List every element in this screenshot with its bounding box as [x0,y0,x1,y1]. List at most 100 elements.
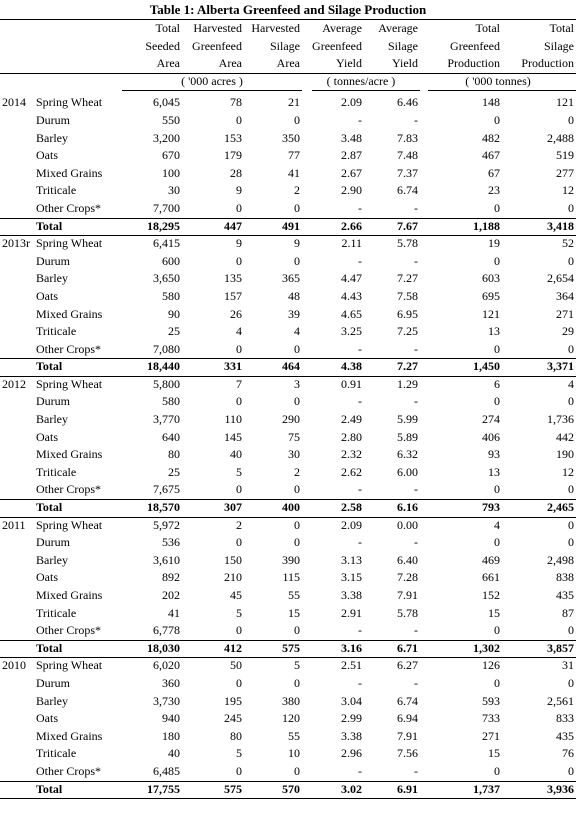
value-cell: 2.96 [341,746,362,761]
value-cell: 25 [168,464,180,479]
value-cell: 0 [494,112,500,127]
value-cell: 6.46 [397,95,418,110]
table-row: Barley 3,200 153 350 3.48 7.83 482 2,488 [0,130,576,148]
year-spacer [0,481,34,499]
value-cell: - [414,394,418,409]
value-cell: 3.04 [341,693,362,708]
table-row: Durum 600 0 0 - - 0 0 [0,253,576,271]
value-cell: 4.38 [341,359,362,374]
value-cell: 603 [482,271,500,286]
column-header: Harvested [251,21,300,35]
value-cell: 23 [488,183,500,198]
value-cell: 0 [236,394,242,409]
value-cell: 1.29 [397,376,418,391]
value-cell: 9 [236,236,242,251]
value-cell: - [414,675,418,690]
value-cell: 121 [482,306,500,321]
value-cell: 2 [294,183,300,198]
value-cell: 150 [224,552,242,567]
value-cell: 0 [568,675,574,690]
column-header: Area [276,56,300,71]
crop-name: Barley [36,693,68,708]
value-cell: 0 [294,763,300,778]
crop-name: Total [36,640,63,655]
column-header: Average [378,21,418,35]
value-cell: 350 [282,130,300,145]
value-cell: 90 [168,306,180,321]
value-cell: 0.00 [397,517,418,532]
value-cell: 7.27 [397,359,418,374]
value-cell: 80 [168,447,180,462]
value-cell: 469 [482,552,500,567]
value-cell: 1,450 [473,359,500,374]
value-cell: 2.32 [341,447,362,462]
value-cell: 331 [224,359,242,374]
units-spacer [0,73,34,91]
crop-name: Other Crops* [36,623,101,638]
value-cell: 2.58 [341,500,362,515]
value-cell: 3,371 [547,359,574,374]
value-cell: 30 [288,447,300,462]
value-cell: 0 [494,253,500,268]
value-cell: 6.40 [397,552,418,567]
year-label: 2014 [2,95,26,110]
total-rule-bottom [0,235,576,236]
column-header: Yield [392,56,418,71]
table-row: 2012 Spring Wheat 5,800 7 3 0.91 1.29 6 4 [0,376,576,394]
value-cell: 277 [556,165,574,180]
value-cell: 550 [162,112,180,127]
value-cell: 519 [556,148,574,163]
table-row: Oats 580 157 48 4.43 7.58 695 364 [0,288,576,306]
value-cell: 7.28 [397,570,418,585]
value-cell: 0 [236,200,242,215]
year-spacer [0,552,34,570]
crop-name: Other Crops* [36,763,101,778]
value-cell: 274 [482,412,500,427]
table-row: Other Crops* 6,485 0 0 - - 0 0 [0,763,576,781]
value-cell: 3,610 [153,552,180,567]
value-cell: 6,020 [153,658,180,673]
value-cell: 0 [494,623,500,638]
value-cell: 0 [294,675,300,690]
value-cell: 661 [482,570,500,585]
year-spacer [0,341,34,359]
crop-name: Triticale [36,464,77,479]
value-cell: 0 [294,394,300,409]
column-header: Production [447,56,500,71]
crop-name: Durum [36,253,70,268]
value-cell: 0 [236,482,242,497]
year-spacer [0,393,34,411]
year-spacer [0,288,34,306]
value-cell: 12 [562,464,574,479]
value-cell: 3.13 [341,552,362,567]
crop-name: Spring Wheat [36,236,103,251]
header-spacer [0,55,34,73]
year-spacer [0,763,34,781]
table-row: Mixed Grains 100 28 41 2.67 7.37 67 277 [0,165,576,183]
value-cell: 29 [562,324,574,339]
value-cell: 15 [488,605,500,620]
value-cell: 3,730 [153,693,180,708]
value-cell: 940 [162,711,180,726]
units-label: ( '000 acres ) [181,73,243,88]
value-cell: 55 [288,728,300,743]
value-cell: 580 [162,288,180,303]
value-cell: 7.27 [397,271,418,286]
table-row: Oats 640 145 75 2.80 5.89 406 442 [0,429,576,447]
value-cell: 6.94 [397,711,418,726]
value-cell: 570 [282,781,300,796]
year-spacer [0,165,34,183]
crop-name: Oats [36,148,58,163]
value-cell: 7,080 [153,341,180,356]
year-label: 2011 [2,517,26,532]
value-cell: 0 [294,200,300,215]
value-cell: 290 [282,412,300,427]
value-cell: 0 [494,482,500,497]
table-row: Mixed Grains 180 80 55 3.38 7.91 271 435 [0,728,576,746]
value-cell: 30 [168,183,180,198]
crop-name: Triticale [36,183,77,198]
crop-name: Durum [36,394,70,409]
value-cell: 45 [230,588,242,602]
year-spacer [0,605,34,623]
crop-name: Durum [36,535,70,550]
